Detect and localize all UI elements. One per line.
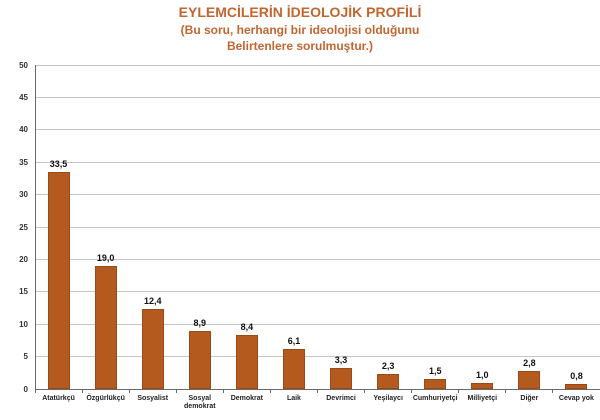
x-axis-category-label: Cumhuriyetçi (412, 395, 458, 402)
bar-10 (471, 383, 494, 389)
y-axis-tick-label: 45 (19, 92, 28, 102)
y-axis-tick-label: 15 (19, 287, 28, 297)
x-axis-tick (269, 389, 271, 393)
chart-subtitle-line1: (Bu soru, herhangi bir ideolojisi olduğu… (180, 23, 420, 37)
bar-11 (518, 371, 541, 389)
x-axis-tick (175, 389, 177, 393)
gridline (35, 194, 600, 196)
bar-1 (47, 172, 70, 389)
x-axis-category-label: Sosyal demokrat (184, 395, 216, 410)
x-axis-tick (458, 389, 460, 393)
x-axis-tick (505, 389, 507, 393)
x-axis-tick (34, 389, 36, 393)
y-axis-tick-label: 0 (23, 384, 28, 394)
x-axis-tick (317, 389, 318, 393)
y-axis-tick-label: 20 (19, 254, 28, 264)
y-axis-tick-label: 30 (19, 190, 28, 200)
bar-6 (282, 349, 305, 389)
gridline (35, 323, 600, 325)
x-axis-tick (81, 389, 83, 393)
gridline (35, 291, 600, 293)
y-axis-tick-label: 40 (19, 125, 28, 135)
bar-value-label: 33,5 (49, 159, 68, 169)
gridline (35, 226, 600, 228)
bar-value-label: 8,9 (193, 318, 207, 328)
x-axis-category-label: Demokrat (230, 395, 264, 402)
x-axis-tick (552, 389, 554, 393)
gridline (35, 129, 600, 131)
x-axis-category-label: Özgürlükçü (86, 395, 125, 402)
bar-value-label: 2,3 (381, 361, 395, 371)
bar-4 (188, 331, 211, 389)
x-axis-tick (128, 389, 130, 393)
chart-subtitle-line2: Belirtenlere sorulmuştur.) (226, 39, 374, 53)
gridline (35, 64, 600, 66)
x-axis-tick (222, 389, 224, 393)
bar-value-label: 6,1 (287, 336, 301, 346)
bar-value-label: 19,0 (96, 253, 115, 263)
chart-title: EYLEMCİLERİN İDEOLOJİK PROFİLİ (178, 4, 422, 20)
y-axis-tick-label: 25 (19, 222, 28, 232)
bar-5 (235, 335, 258, 389)
bar-value-label: 1,0 (476, 370, 489, 380)
x-axis-tick (364, 389, 366, 393)
bar-value-label: 12,4 (143, 296, 162, 306)
bar-value-label: 2,8 (523, 358, 536, 368)
bar-2 (94, 266, 117, 389)
x-axis-category-label: Sosyalist (137, 395, 169, 402)
y-axis-tick-label: 10 (19, 319, 28, 329)
bar-value-label: 1,5 (428, 366, 442, 376)
bar-value-label: 0,8 (570, 371, 583, 381)
bar-9 (424, 379, 447, 389)
x-axis-category-label: Devrimci (326, 395, 356, 402)
bar-value-label: 3,3 (334, 355, 348, 365)
x-axis-category-label: Atatürkçü (42, 395, 75, 402)
bar-3 (141, 309, 164, 389)
x-axis-category-label: Milliyetçi (467, 395, 498, 402)
x-axis-category-label: Diğer (520, 395, 539, 402)
y-axis-tick-label: 35 (19, 157, 28, 167)
x-axis-tick (411, 389, 413, 393)
gridline (35, 161, 600, 163)
x-axis-category-label: Yeşilaycı (373, 395, 403, 402)
y-axis-tick-label: 5 (23, 352, 28, 362)
bar-8 (377, 374, 400, 389)
gridline (35, 356, 600, 358)
gridline (35, 258, 600, 260)
y-axis-tick-label: 50 (19, 60, 28, 70)
bar-12 (565, 384, 588, 389)
y-axis-line (35, 65, 36, 389)
gridline (35, 96, 600, 98)
x-axis-category-label: Laik (286, 395, 301, 402)
bar-7 (330, 368, 353, 389)
bar-value-label: 8,4 (240, 322, 254, 332)
x-axis-category-label: Cevap yok (558, 395, 594, 402)
